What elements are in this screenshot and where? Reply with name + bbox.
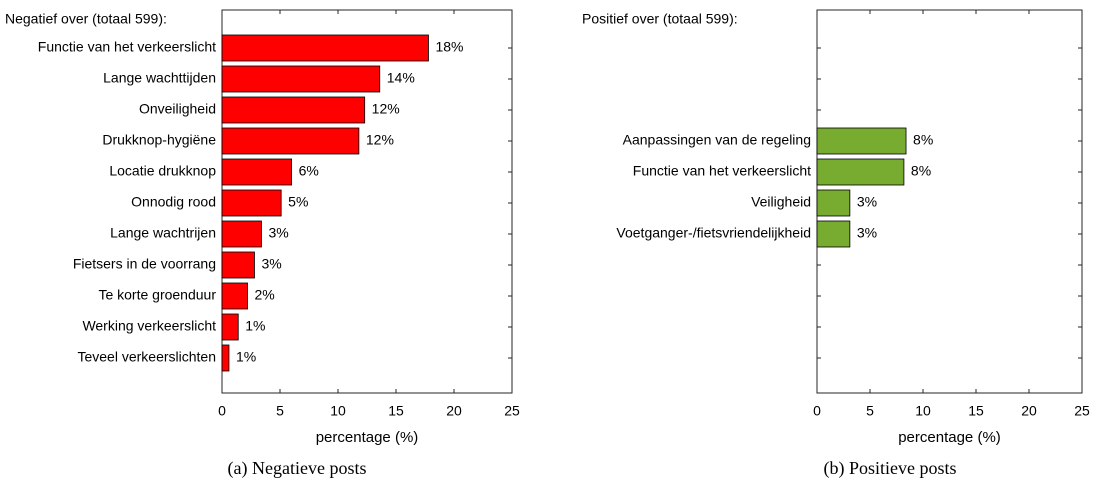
value-label: 2% bbox=[255, 287, 275, 303]
bar bbox=[816, 189, 851, 217]
bar bbox=[221, 65, 381, 93]
chart-title: Negatief over (totaal 599): bbox=[5, 11, 167, 27]
value-label: 3% bbox=[268, 225, 288, 241]
bar bbox=[221, 313, 239, 341]
y-tick-label: Veiligheid bbox=[751, 194, 811, 210]
x-axis-label: percentage (%) bbox=[316, 429, 419, 446]
x-tick-label: 15 bbox=[388, 403, 404, 419]
bar bbox=[221, 189, 282, 217]
bar bbox=[221, 251, 255, 279]
x-tick-label: 0 bbox=[218, 403, 226, 419]
y-tick-label: Werking verkeerslicht bbox=[82, 318, 216, 334]
x-tick-label: 5 bbox=[866, 403, 874, 419]
value-label: 1% bbox=[245, 318, 265, 334]
value-label: 12% bbox=[372, 101, 400, 117]
bar bbox=[816, 127, 907, 155]
value-label: 14% bbox=[387, 70, 415, 86]
x-tick-label: 0 bbox=[813, 403, 821, 419]
value-label: 1% bbox=[236, 349, 256, 365]
value-label: 6% bbox=[299, 163, 319, 179]
x-tick-label: 10 bbox=[915, 403, 931, 419]
value-label: 3% bbox=[857, 225, 877, 241]
y-tick-label: Teveel verkeerslichten bbox=[77, 349, 216, 365]
caption: (a) Negatieve posts bbox=[228, 458, 367, 479]
y-tick-label: Onnodig rood bbox=[131, 194, 216, 210]
value-label: 5% bbox=[288, 194, 308, 210]
y-tick-label: Onveiligheid bbox=[139, 101, 216, 117]
y-tick-label: Functie van het verkeerslicht bbox=[633, 163, 811, 179]
y-tick-label: Functie van het verkeerslicht bbox=[38, 39, 216, 55]
y-tick-label: Lange wachtrijen bbox=[110, 225, 216, 241]
x-tick-label: 25 bbox=[504, 403, 520, 419]
x-tick-label: 10 bbox=[330, 403, 346, 419]
y-tick-label: Voetganger-/fietsvriendelijkheid bbox=[616, 225, 811, 241]
bar bbox=[221, 127, 360, 155]
plot-box bbox=[816, 9, 1083, 394]
bar bbox=[221, 34, 429, 62]
y-tick-label: Locatie drukknop bbox=[109, 163, 216, 179]
x-tick-label: 25 bbox=[1074, 403, 1090, 419]
bar bbox=[221, 220, 262, 248]
bar bbox=[816, 158, 905, 186]
caption: (b) Positieve posts bbox=[824, 458, 957, 479]
value-label: 18% bbox=[435, 39, 463, 55]
x-tick-label: 5 bbox=[276, 403, 284, 419]
bar bbox=[816, 220, 851, 248]
x-tick-label: 20 bbox=[446, 403, 462, 419]
value-label: 3% bbox=[857, 194, 877, 210]
y-tick-label: Te korte groenduur bbox=[98, 287, 216, 303]
y-tick-label: Aanpassingen van de regeling bbox=[623, 132, 811, 148]
x-tick-label: 20 bbox=[1021, 403, 1037, 419]
value-label: 8% bbox=[913, 132, 933, 148]
y-tick-label: Lange wachttijden bbox=[103, 70, 216, 86]
value-label: 3% bbox=[261, 256, 281, 272]
bar bbox=[221, 282, 248, 310]
bar bbox=[221, 96, 366, 124]
bar bbox=[221, 344, 230, 372]
y-tick-label: Drukknop-hygiëne bbox=[102, 132, 216, 148]
y-tick-label: Fietsers in de voorrang bbox=[73, 256, 216, 272]
x-axis-label: percentage (%) bbox=[898, 429, 1001, 446]
value-label: 8% bbox=[911, 163, 931, 179]
value-label: 12% bbox=[366, 132, 394, 148]
bar bbox=[221, 158, 292, 186]
x-tick-label: 15 bbox=[968, 403, 984, 419]
chart-title: Positief over (totaal 599): bbox=[582, 11, 738, 27]
